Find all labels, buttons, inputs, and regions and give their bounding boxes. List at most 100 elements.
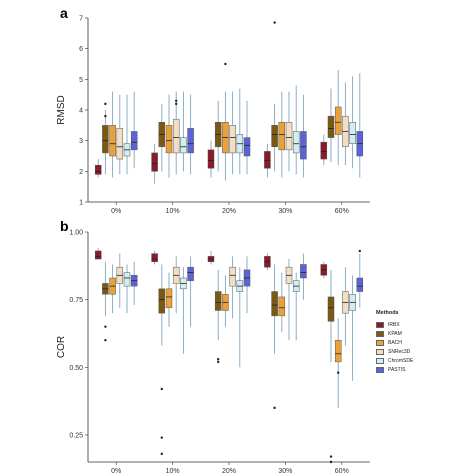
legend-label: SNRec3D <box>388 348 411 355</box>
box-kpam <box>158 288 166 314</box>
box-irbx <box>207 149 215 169</box>
box-bach <box>334 339 342 363</box>
outlier-point <box>104 114 107 118</box>
panel-a-label: a <box>60 5 68 21</box>
box-chromsde <box>180 137 187 154</box>
outlier-point <box>160 436 163 439</box>
legend-swatch <box>376 357 384 364</box>
box-irbx <box>320 141 328 160</box>
box-bach <box>165 288 173 309</box>
box-kpam <box>327 115 335 138</box>
box-chromsde <box>349 122 356 144</box>
box-kpam <box>102 125 109 154</box>
y-tick-label: 7 <box>79 16 83 23</box>
y-tick-label: 3 <box>79 138 83 145</box>
box-pastis <box>187 266 194 281</box>
outlier-point <box>160 452 163 456</box>
legend: Methods IRBX KPAM BACH SNRec3D ChromSDE PASTI… <box>376 310 413 374</box>
box-irbx <box>151 152 158 172</box>
box-chromsde <box>292 131 300 154</box>
y-tick-label: 0.75 <box>69 297 83 304</box>
box-kpam <box>271 125 278 148</box>
legend-swatch <box>376 321 384 328</box>
box-pastis <box>243 137 251 157</box>
legend-label: IRBX <box>388 321 400 328</box>
x-tick-label: 20% <box>222 208 236 215</box>
outlier-point <box>175 99 178 103</box>
x-tick-label: 20% <box>222 468 236 474</box>
x-tick-label: 60% <box>335 468 349 474</box>
box-snrec3d <box>285 122 293 151</box>
box-snrec3d <box>229 125 236 154</box>
outlier-point <box>273 21 276 24</box>
x-tick-label: 60% <box>335 208 349 215</box>
y-axis-label: COR <box>56 336 67 358</box>
outlier-point <box>160 387 163 391</box>
outlier-point <box>217 360 220 364</box>
outlier-point <box>358 249 361 253</box>
y-tick-label: 2 <box>79 169 83 176</box>
legend-swatch <box>376 366 384 373</box>
legend-label: ChromSDE <box>388 357 414 364</box>
legend-item: ChromSDE <box>376 356 413 365</box>
box-bach <box>334 106 342 135</box>
legend-swatch <box>376 330 384 337</box>
x-tick-label: 0% <box>111 208 121 215</box>
box-pastis <box>356 277 364 292</box>
y-tick-label: 0.25 <box>69 432 83 439</box>
y-tick-label: 5 <box>79 77 83 84</box>
legend-label: KPAM <box>388 330 402 337</box>
box-bach <box>109 125 116 157</box>
outlier-point <box>175 102 178 106</box>
y-axis-label: RMSD <box>56 95 67 124</box>
x-tick-label: 10% <box>166 468 180 474</box>
box-snrec3d <box>116 128 124 160</box>
legend-label: BACH <box>388 339 402 346</box>
legend-item: SNRec3D <box>376 347 413 356</box>
legend-item: IRBX <box>376 320 413 329</box>
box-pastis <box>300 264 307 279</box>
box-pastis <box>300 131 307 160</box>
box-bach <box>278 296 286 317</box>
box-snrec3d <box>172 118 180 154</box>
outlier-point <box>337 371 340 374</box>
box-kpam <box>271 291 278 317</box>
legend-label: PASTIS <box>388 366 406 373</box>
outlier-point <box>224 62 227 66</box>
outlier-point <box>329 460 333 464</box>
y-tick-label: 6 <box>79 46 83 53</box>
box-bach <box>165 125 173 154</box>
box-bach <box>278 122 286 151</box>
outlier-point <box>104 102 107 106</box>
legend-item: PASTIS <box>376 365 413 374</box>
box-kpam <box>327 296 335 322</box>
y-tick-label: 4 <box>79 108 83 115</box>
legend-item: BACH <box>376 338 413 347</box>
box-snrec3d <box>229 266 236 287</box>
outlier-point <box>217 357 220 361</box>
legend-items: IRBX KPAM BACH SNRec3D ChromSDE PASTIS <box>376 320 413 374</box>
outlier-point <box>329 455 333 458</box>
box-irbx <box>264 151 271 169</box>
x-tick-label: 0% <box>111 468 121 474</box>
legend-title: Methods <box>376 310 399 316</box>
x-tick-label: 10% <box>166 208 180 215</box>
x-tick-label: 30% <box>278 468 292 474</box>
box-kpam <box>214 291 222 311</box>
box-irbx <box>94 250 102 260</box>
x-tick-label: 30% <box>278 208 292 215</box>
outlier-point <box>104 339 107 342</box>
outlier-point <box>273 406 276 410</box>
box-irbx <box>151 253 158 263</box>
legend-swatch <box>376 348 384 355</box>
box-chromsde <box>123 272 131 287</box>
outlier-point <box>104 325 107 328</box>
box-pastis <box>130 131 138 151</box>
y-tick-label: 0.50 <box>69 365 83 372</box>
box-irbx <box>94 164 102 175</box>
box-pastis <box>187 128 194 154</box>
panel-b-label: b <box>60 218 69 234</box>
legend-item: KPAM <box>376 329 413 338</box>
legend-swatch <box>376 339 384 346</box>
